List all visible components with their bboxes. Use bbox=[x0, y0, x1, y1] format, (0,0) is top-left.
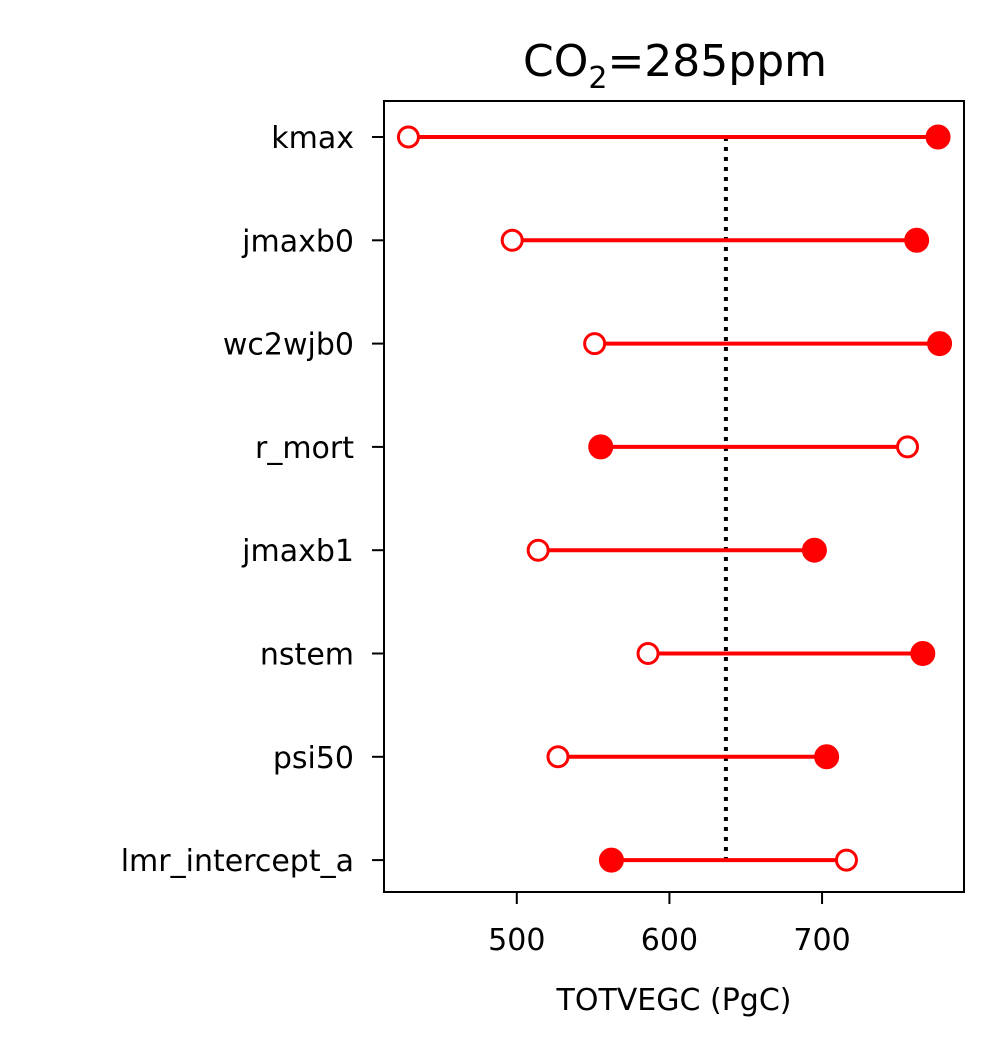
y-tick-label-jmaxb1: jmaxb1 bbox=[241, 534, 354, 569]
y-tick-label-kmax: kmax bbox=[271, 121, 354, 156]
chart-title-subscript: 2 bbox=[588, 61, 607, 96]
chart-title: CO2=285ppm bbox=[523, 36, 827, 96]
x-tick-label-700: 700 bbox=[793, 923, 850, 958]
filled-point-psi50 bbox=[814, 744, 840, 770]
plot-area bbox=[396, 124, 953, 873]
open-point-r_mort bbox=[896, 435, 920, 459]
open-point-wc2wjb0 bbox=[583, 332, 607, 356]
chart-title-main: CO bbox=[523, 36, 588, 87]
open-point-lmr_intercept_a bbox=[834, 848, 858, 872]
x-tick-label-600: 600 bbox=[641, 923, 698, 958]
open-point-psi50 bbox=[546, 745, 570, 769]
filled-point-nstem bbox=[910, 641, 936, 666]
filled-point-wc2wjb0 bbox=[927, 331, 953, 357]
y-tick-label-wc2wjb0: wc2wjb0 bbox=[223, 328, 354, 363]
axes: kmax jmaxb0 wc2wjb0 r_mort jmaxb1 nstem psi50 l… bbox=[121, 121, 851, 958]
y-tick-label-jmaxb0: jmaxb0 bbox=[241, 224, 354, 259]
open-point-jmaxb0 bbox=[500, 228, 524, 252]
filled-point-lmr_intercept_a bbox=[598, 847, 624, 873]
filled-point-jmaxb1 bbox=[801, 537, 827, 563]
filled-point-jmaxb0 bbox=[904, 227, 930, 253]
chart-title-rest: =285ppm bbox=[607, 36, 827, 87]
y-tick-label-nstem: nstem bbox=[260, 638, 354, 673]
x-tick-label-500: 500 bbox=[488, 923, 545, 958]
open-point-jmaxb1 bbox=[526, 538, 550, 562]
filled-point-r_mort bbox=[588, 434, 614, 460]
y-tick-label-lmr_intercept_a: lmr_intercept_a bbox=[121, 844, 354, 879]
filled-point-kmax bbox=[925, 124, 951, 150]
plot-frame bbox=[383, 100, 965, 893]
x-axis-label: TOTVEGC (PgC) bbox=[556, 983, 792, 1018]
open-point-nstem bbox=[636, 642, 660, 665]
open-point-kmax bbox=[396, 125, 420, 149]
y-tick-label-psi50: psi50 bbox=[273, 741, 354, 776]
y-tick-label-r_mort: r_mort bbox=[255, 431, 354, 466]
